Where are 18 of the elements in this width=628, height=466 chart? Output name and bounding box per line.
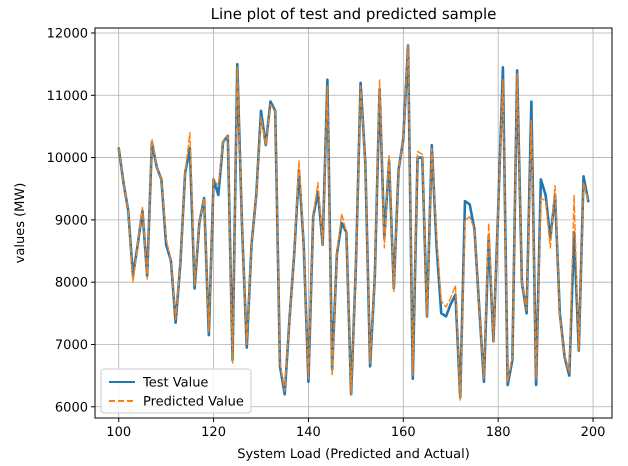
chart-title: Line plot of test and predicted sample	[210, 5, 496, 23]
legend-label: Test Value	[142, 376, 208, 390]
y-tick-label: 7000	[54, 338, 88, 353]
x-tick-label: 100	[106, 425, 132, 440]
x-tick-label: 180	[486, 425, 511, 440]
y-tick-label: 12000	[46, 26, 88, 42]
x-axis-title: System Load (Predicted and Actual)	[237, 447, 470, 462]
y-tick-label: 9000	[54, 213, 88, 228]
x-tick-label: 200	[580, 425, 606, 440]
x-tick-label: 140	[296, 425, 321, 440]
legend-label: Predicted Value	[143, 394, 244, 410]
x-tick-label: 160	[390, 425, 416, 440]
y-tick-label: 8000	[54, 276, 88, 291]
y-axis-title: values (MW)	[13, 182, 28, 264]
y-tick-label: 6000	[54, 400, 88, 416]
y-tick-label: 11000	[46, 88, 88, 104]
y-tick-label: 10000	[46, 151, 88, 166]
x-tick-label: 120	[201, 425, 226, 440]
